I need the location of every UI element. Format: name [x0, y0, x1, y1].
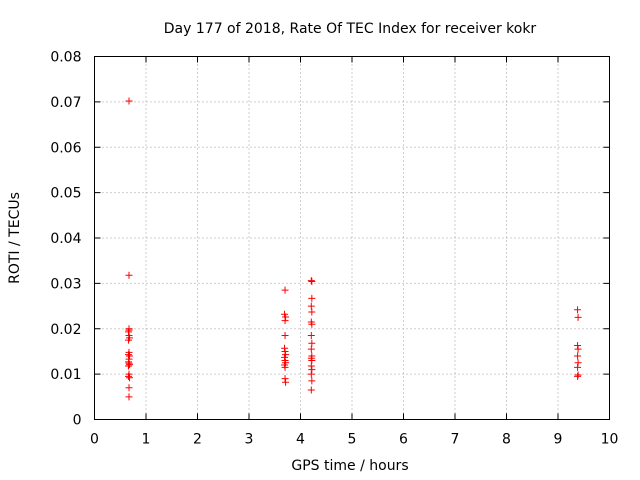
- grid: [94, 56, 610, 420]
- chart-title: Day 177 of 2018, Rate Of TEC Index for r…: [164, 21, 537, 37]
- x-tick-labels: 0 1 2 3 4 5 6 7 8 9 10: [90, 432, 618, 448]
- data-point: [282, 378, 290, 386]
- y-tick-label: 0.08: [50, 50, 81, 66]
- data-point: [308, 294, 316, 302]
- data-point: [307, 362, 315, 370]
- data-point: [574, 342, 582, 350]
- data-point: [308, 377, 316, 385]
- data-point: [281, 363, 289, 371]
- data-point: [307, 386, 315, 394]
- data-point: [281, 344, 289, 352]
- y-tick-label: 0.01: [50, 367, 81, 383]
- x-tick-label: 5: [348, 432, 357, 448]
- x-tick-label: 4: [296, 432, 305, 448]
- data-point: [574, 363, 582, 371]
- data-point: [308, 339, 316, 347]
- x-tick-label: 8: [502, 432, 511, 448]
- data-point: [281, 347, 289, 355]
- data-point: [307, 332, 315, 340]
- data-point: [307, 302, 315, 310]
- data-point: [281, 332, 289, 340]
- y-tick-label: 0.06: [50, 140, 81, 156]
- data-point: [308, 308, 316, 316]
- data-point: [308, 366, 316, 374]
- y-axis-label: ROTI / TECUs: [7, 192, 23, 284]
- data-point: [124, 336, 132, 344]
- data-point: [124, 351, 132, 359]
- y-tick-label: 0.02: [50, 322, 81, 338]
- data-point: [574, 306, 582, 314]
- data-point: [574, 372, 582, 380]
- data-point: [308, 278, 316, 286]
- y-tick-label: 0.04: [50, 231, 81, 247]
- data-point: [308, 357, 316, 365]
- data-point: [308, 320, 316, 328]
- data-point: [125, 384, 133, 392]
- data-point: [124, 328, 132, 336]
- data-point: [281, 375, 289, 383]
- data-point: [574, 352, 582, 360]
- x-tick-label: 7: [451, 432, 460, 448]
- x-tick-label: 3: [245, 432, 254, 448]
- y-tick-labels: 0 0.01 0.02 0.03 0.04 0.05 0.06 0.07 0.08: [50, 50, 81, 429]
- data-point: [307, 345, 315, 353]
- data-point: [574, 359, 582, 367]
- x-tick-label: 10: [601, 432, 619, 448]
- data-points: [124, 97, 582, 401]
- data-point: [126, 352, 134, 360]
- data-point: [307, 370, 315, 378]
- data-point: [124, 362, 132, 370]
- data-point: [125, 271, 133, 279]
- x-tick-label: 1: [142, 432, 151, 448]
- data-point: [281, 353, 289, 361]
- x-tick-label: 6: [399, 432, 408, 448]
- data-point: [307, 277, 315, 285]
- data-point: [574, 313, 582, 321]
- data-point: [281, 286, 289, 294]
- x-tick-label: 0: [90, 432, 99, 448]
- data-point: [574, 371, 582, 379]
- x-tick-label: 9: [554, 432, 563, 448]
- x-tick-label: 2: [193, 432, 202, 448]
- y-tick-label: 0: [73, 413, 82, 429]
- data-point: [126, 374, 134, 382]
- y-tick-label: 0.03: [50, 276, 81, 292]
- data-point: [124, 372, 132, 380]
- data-point: [282, 313, 290, 321]
- data-point: [574, 345, 582, 353]
- data-point: [125, 393, 133, 401]
- x-axis-label: GPS time / hours: [291, 458, 408, 474]
- data-point: [125, 97, 133, 105]
- y-tick-label: 0.07: [50, 95, 81, 111]
- data-point: [126, 361, 134, 369]
- data-point: [281, 317, 289, 325]
- plot-frame: [94, 56, 610, 420]
- y-tick-label: 0.05: [50, 186, 81, 202]
